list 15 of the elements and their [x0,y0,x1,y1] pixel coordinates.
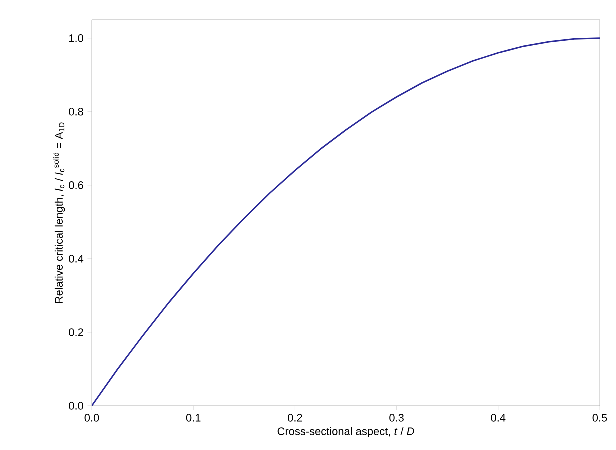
line-series [92,38,600,406]
y-tick-label: 1.0 [70,34,84,42]
y-tick-label: 0.8 [69,108,84,116]
x-tick-label: 0.4 [491,414,506,422]
x-tick-label: 0.0 [84,414,100,422]
text: Relative critical length, l$_{c}$ / l$_{c}$$^{solid}$ = A$_{1D}$ [53,122,66,304]
x-tick-label: 0.5 [592,414,608,422]
y-tick-label: 0.0 [69,402,84,410]
y-tick-label: 0.6 [69,182,84,190]
x-axis-title: Cross-sectional aspect, t / D [278,427,414,438]
y-tick-label: 0.2 [69,328,84,336]
y-tick-label: 0.4 [69,255,84,263]
x-tick-label: 0.2 [288,414,302,422]
x-tick-label: 0.1 [186,414,201,422]
x-tick-label: 0.3 [390,414,404,422]
